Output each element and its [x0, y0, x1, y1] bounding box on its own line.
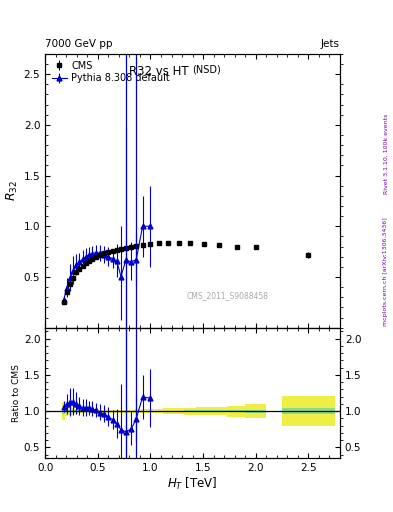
Text: R32 vs HT: R32 vs HT — [129, 65, 193, 78]
Legend: CMS, Pythia 8.308 default: CMS, Pythia 8.308 default — [50, 58, 172, 86]
X-axis label: $H_T$ [TeV]: $H_T$ [TeV] — [167, 476, 218, 492]
Text: 7000 GeV pp: 7000 GeV pp — [45, 38, 113, 49]
Y-axis label: $R_{32}$: $R_{32}$ — [4, 180, 20, 201]
Y-axis label: Ratio to CMS: Ratio to CMS — [12, 364, 21, 422]
Text: mcplots.cern.ch [arXiv:1306.3436]: mcplots.cern.ch [arXiv:1306.3436] — [384, 217, 388, 326]
Text: Jets: Jets — [321, 38, 340, 49]
Text: (NSD): (NSD) — [193, 65, 221, 75]
Text: CMS_2011_S9088458: CMS_2011_S9088458 — [187, 291, 269, 301]
Text: Rivet 3.1.10, 100k events: Rivet 3.1.10, 100k events — [384, 114, 388, 194]
